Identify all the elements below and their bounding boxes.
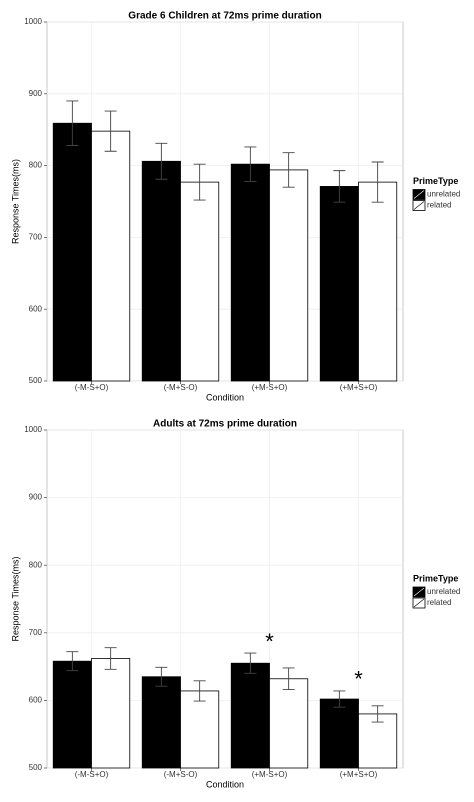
x-tick-label: (+M-S+O) [252, 383, 288, 392]
legend-label: unrelated [427, 587, 460, 596]
error-bar [66, 100, 79, 146]
x-tick-label: (-M+S-O) [164, 770, 198, 779]
x-axis-label: Condition [206, 779, 244, 789]
error-bar [155, 142, 168, 180]
y-tick-label: 800 [29, 161, 43, 170]
legend-slash [413, 598, 425, 608]
legend-slash [413, 587, 425, 597]
bar [91, 658, 131, 769]
bar [141, 160, 181, 382]
y-tick-label: 600 [29, 304, 43, 313]
chart-title: Adults at 72ms prime duration [153, 419, 297, 430]
bar [319, 698, 359, 769]
bar [180, 181, 220, 382]
error-bar [333, 690, 346, 708]
error-bar [104, 110, 117, 152]
significance-mark: * [354, 667, 363, 692]
legend-label: unrelated [427, 190, 460, 199]
legend-label: related [427, 598, 451, 607]
y-tick-label: 800 [29, 560, 43, 569]
y-tick-label: 700 [29, 233, 43, 242]
bar [230, 163, 270, 382]
bar [269, 678, 309, 769]
y-tick-label: 900 [29, 89, 43, 98]
error-bar [155, 666, 168, 687]
significance-mark: * [265, 629, 274, 654]
x-tick-label: (-M-S+O) [75, 383, 109, 392]
bar [52, 122, 92, 382]
bar [269, 169, 309, 382]
bar [180, 690, 220, 769]
error-bar [66, 651, 79, 672]
legend-slash [413, 190, 425, 199]
bar [319, 186, 359, 382]
bar [358, 181, 398, 382]
x-tick-label: (-M-S+O) [75, 770, 109, 779]
error-bar [371, 705, 384, 723]
error-bar [193, 163, 206, 201]
legend-slash [413, 201, 425, 210]
error-bar [333, 170, 346, 203]
error-bar [282, 152, 295, 188]
bar [230, 662, 270, 769]
y-tick-label: 900 [29, 493, 43, 502]
y-tick-label: 700 [29, 628, 43, 637]
bar [52, 660, 92, 769]
legend-title: PrimeType [413, 176, 458, 186]
y-tick-label: 1000 [24, 17, 42, 26]
y-tick-label: 500 [29, 376, 43, 385]
x-tick-label: (+M-S+O) [252, 770, 288, 779]
error-bar [244, 146, 257, 182]
y-axis-label: Response Times(ms) [10, 556, 20, 641]
error-bar [371, 161, 384, 203]
chart-title: Grade 6 Children at 72ms prime duration [128, 11, 321, 22]
error-bar [193, 680, 206, 702]
bar [141, 676, 181, 769]
error-bar [104, 647, 117, 670]
x-tick-label: (+M+S+O) [340, 383, 378, 392]
bar [91, 130, 131, 382]
legend-label: related [427, 201, 451, 210]
x-tick-label: (+M+S+O) [340, 770, 378, 779]
y-tick-label: 1000 [24, 425, 42, 434]
error-bar [282, 667, 295, 691]
x-axis-label: Condition [206, 392, 244, 402]
y-tick-label: 500 [29, 763, 43, 772]
x-tick-label: (-M+S-O) [164, 383, 198, 392]
error-bar [244, 652, 257, 674]
y-tick-label: 600 [29, 696, 43, 705]
y-axis-label: Response Times(ms) [10, 159, 20, 244]
legend-title: PrimeType [413, 573, 458, 583]
